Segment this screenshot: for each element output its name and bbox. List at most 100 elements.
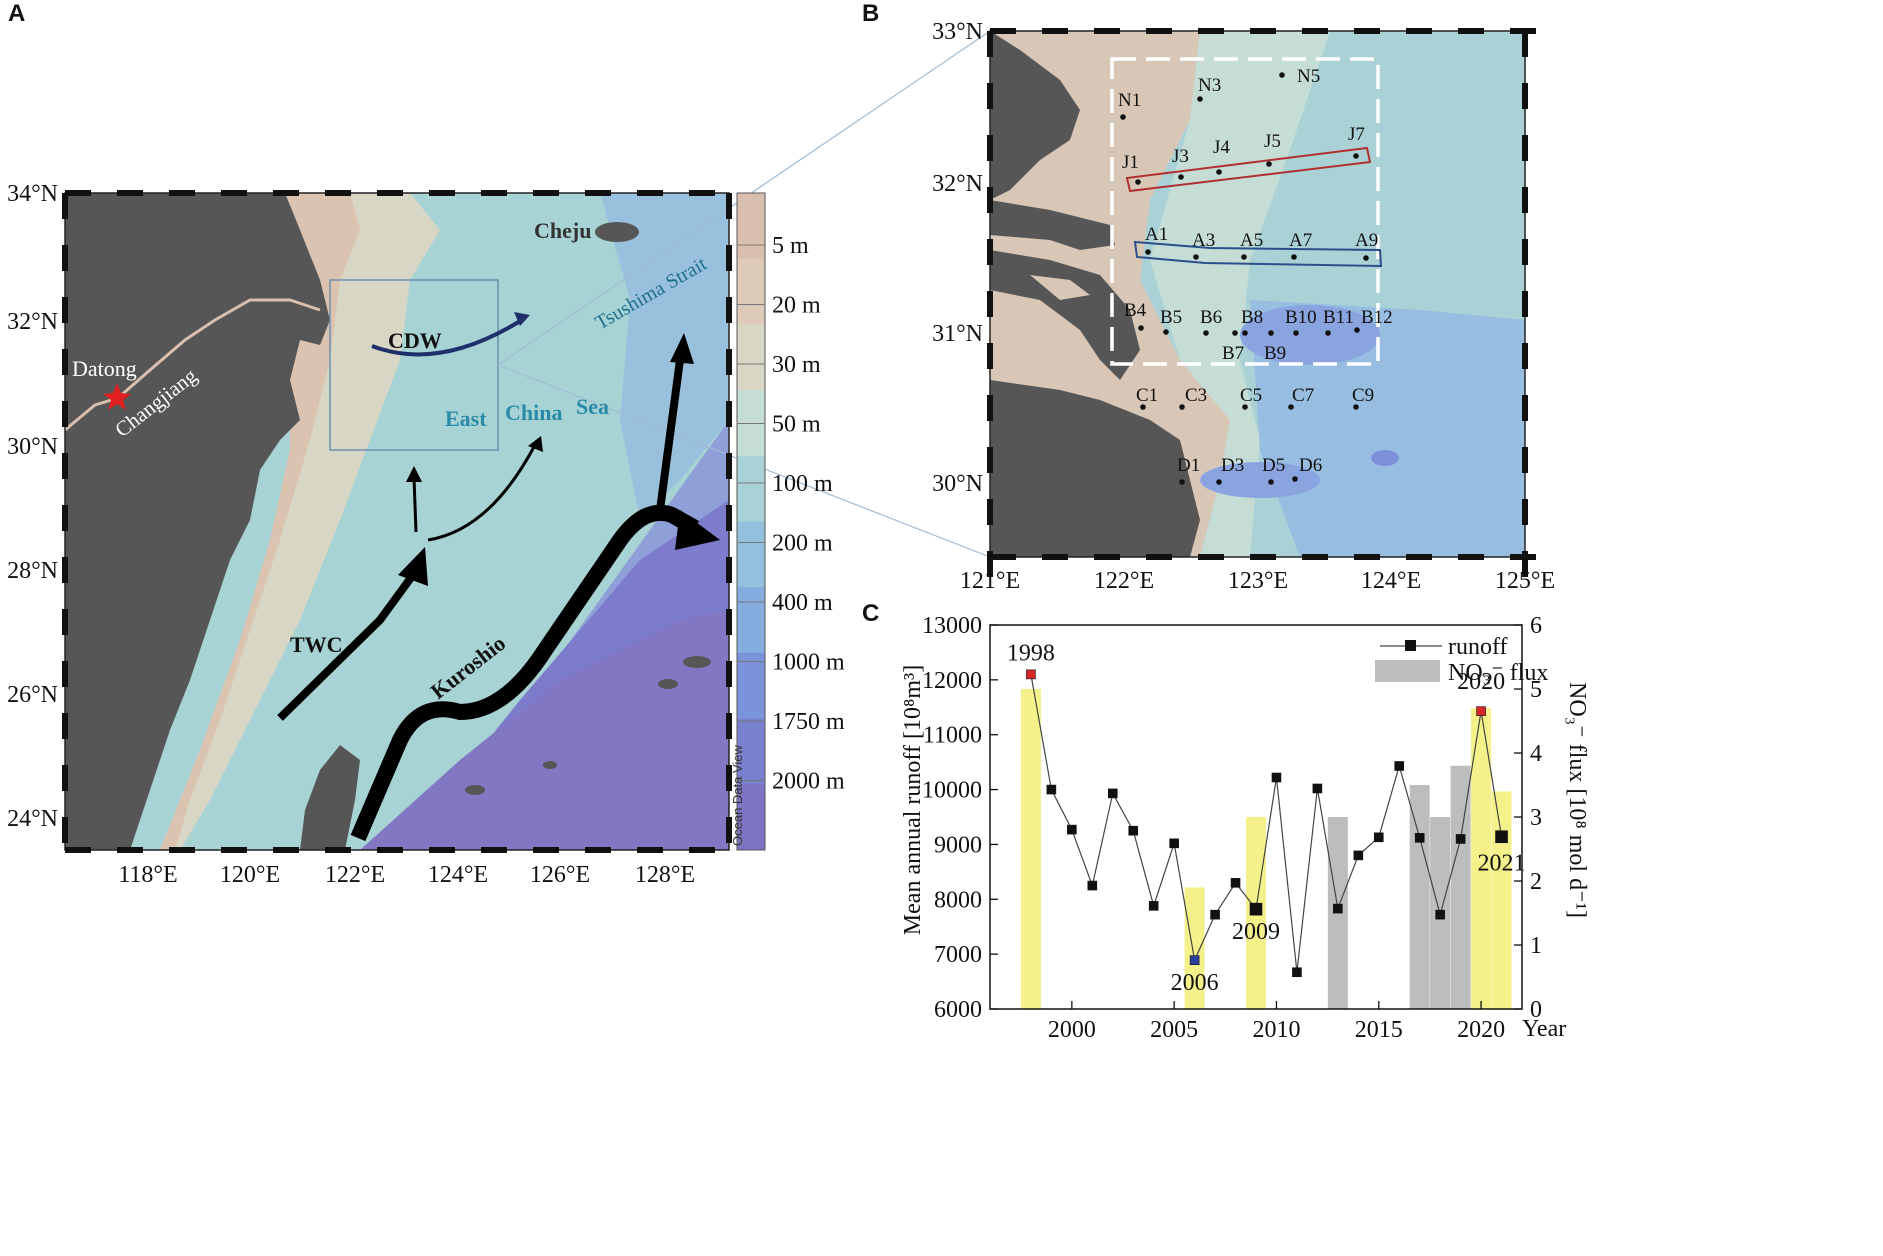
map-a-frame-dash <box>726 765 732 791</box>
map-a-mid-1 <box>600 193 729 520</box>
map-b-study-box <box>1110 57 1380 366</box>
map-b-frame-dash <box>1354 554 1380 560</box>
map-b-frame-dash <box>1522 551 1528 577</box>
runoff-point <box>1169 838 1179 849</box>
map-b-frame-dash <box>1198 554 1224 560</box>
map-a-lat-label: 28°N <box>7 558 58 584</box>
y-left-tick-label: 11000 <box>923 723 982 749</box>
map-b-shelf <box>1150 31 1330 557</box>
datong-star-icon <box>103 383 131 410</box>
map-a-frame-dash <box>726 349 732 375</box>
y-left-tick-label: 6000 <box>934 997 982 1023</box>
station-marker <box>1325 330 1331 336</box>
depth-legend-label: 1000 m <box>772 650 845 676</box>
map-b-frame-dash <box>1042 28 1068 34</box>
y-right-tick-label: 5 <box>1530 677 1542 703</box>
kuroshio-arrowhead <box>675 510 720 550</box>
y-left-tick-label: 12000 <box>922 668 982 694</box>
station-marker <box>1140 404 1146 410</box>
station-marker <box>1268 330 1274 336</box>
runoff-point <box>1476 706 1486 716</box>
map-b-land-north <box>990 31 1080 200</box>
map-b-frame-dash <box>1146 28 1172 34</box>
legend-flux-swatch <box>1375 660 1440 682</box>
map-b-frame-dash <box>1302 554 1328 560</box>
map-a-frame-dash <box>726 505 732 531</box>
map-b-frame-dash <box>1522 499 1528 525</box>
runoff-point <box>1230 878 1241 888</box>
station-marker <box>1232 330 1238 336</box>
flux-bar <box>1020 689 1041 1009</box>
station-label: A1 <box>1145 224 1168 245</box>
map-a-lon-label: 122°E <box>325 862 385 888</box>
label-east: East <box>445 406 487 431</box>
map-a-frame-dash <box>726 817 732 843</box>
map-a-frame-dash <box>62 245 68 271</box>
runoff-point <box>1210 909 1220 920</box>
station-label: D3 <box>1221 455 1244 476</box>
map-a-land-cheju <box>595 222 639 242</box>
station-marker <box>1288 404 1294 410</box>
station-marker <box>1193 254 1199 260</box>
map-a-deep-3 <box>360 610 729 850</box>
map-b-frame-dash <box>1522 291 1528 317</box>
station-marker <box>1242 404 1248 410</box>
annotation-label: 1998 <box>1007 640 1055 666</box>
station-label: A9 <box>1355 230 1378 251</box>
map-b-frame-dash <box>987 447 993 473</box>
map-a-frame-dash <box>533 190 559 196</box>
station-label: B6 <box>1200 307 1222 328</box>
map-a-frame-dash <box>533 847 559 853</box>
map-a-frame-dash <box>377 847 403 853</box>
station-marker <box>1292 476 1298 482</box>
station-marker <box>1197 96 1203 102</box>
map-b-frame-dash <box>987 343 993 369</box>
y-left-tick-label: 10000 <box>922 778 982 804</box>
map-a-lon-label: 124°E <box>428 862 488 888</box>
runoff-point <box>1435 909 1445 920</box>
station-marker <box>1266 161 1272 167</box>
station-marker <box>1179 479 1185 485</box>
map-b-frame-dash <box>1354 28 1380 34</box>
map-a-land-taiwan <box>300 745 360 850</box>
map-b-frame-dash <box>1522 395 1528 421</box>
map-b: N1 N3 N5 J1 J3 J4 J5 J7 A1 A3 A5 A7 A9 B4 B5 B6 B8 B10 B11… <box>932 19 1555 594</box>
depth-legend-label: 2000 m <box>772 769 845 795</box>
depth-legend-swatch <box>737 324 765 391</box>
depth-legend-label: 200 m <box>772 531 833 557</box>
station-marker <box>1363 255 1369 261</box>
runoff-point <box>1067 824 1077 835</box>
map-b-frame-dash <box>987 551 993 577</box>
map-a-frame-dash <box>62 193 68 219</box>
map-a-frame-dash <box>62 505 68 531</box>
map-a-frame-dash <box>726 661 732 687</box>
map-b-frame-dash <box>987 31 993 57</box>
station-label: B9 <box>1264 343 1286 364</box>
chart-axes: 6000 7000 8000 9000 10000 11000 12000 13000 0 1 2 3… <box>922 613 1542 1043</box>
map-b-frame-dash <box>1522 31 1528 57</box>
map-b-frame-dash <box>990 554 1016 560</box>
map-a-frame-dash <box>65 847 91 853</box>
map-b-frame-dash <box>1458 28 1484 34</box>
map-b-lon-label: 125°E <box>1495 568 1555 594</box>
map-b-frame-dash <box>987 187 993 213</box>
depth-legend-swatch <box>737 718 765 785</box>
station-marker <box>1353 404 1359 410</box>
flux-bar <box>1184 887 1205 1009</box>
runoff-point <box>1249 902 1263 916</box>
station-label: A3 <box>1192 230 1215 251</box>
station-label: B8 <box>1241 307 1263 328</box>
y-left-tick-label: 9000 <box>934 832 982 858</box>
map-a-frame-dash <box>221 847 247 853</box>
map-b-frame-dash <box>1094 554 1120 560</box>
map-b-frame-dash <box>1522 343 1528 369</box>
map-a-lon-label: 126°E <box>530 862 590 888</box>
map-a-frame-dash <box>585 190 611 196</box>
map-b-frame-dash <box>1406 28 1432 34</box>
runoff-line <box>1026 669 1508 978</box>
depth-legend-label: 5 m <box>772 233 809 259</box>
runoff-point <box>1026 669 1036 680</box>
depth-legend-swatch <box>737 193 765 260</box>
y-left-tick-label: 7000 <box>934 942 982 968</box>
depth-legend-label: 20 m <box>772 293 821 319</box>
